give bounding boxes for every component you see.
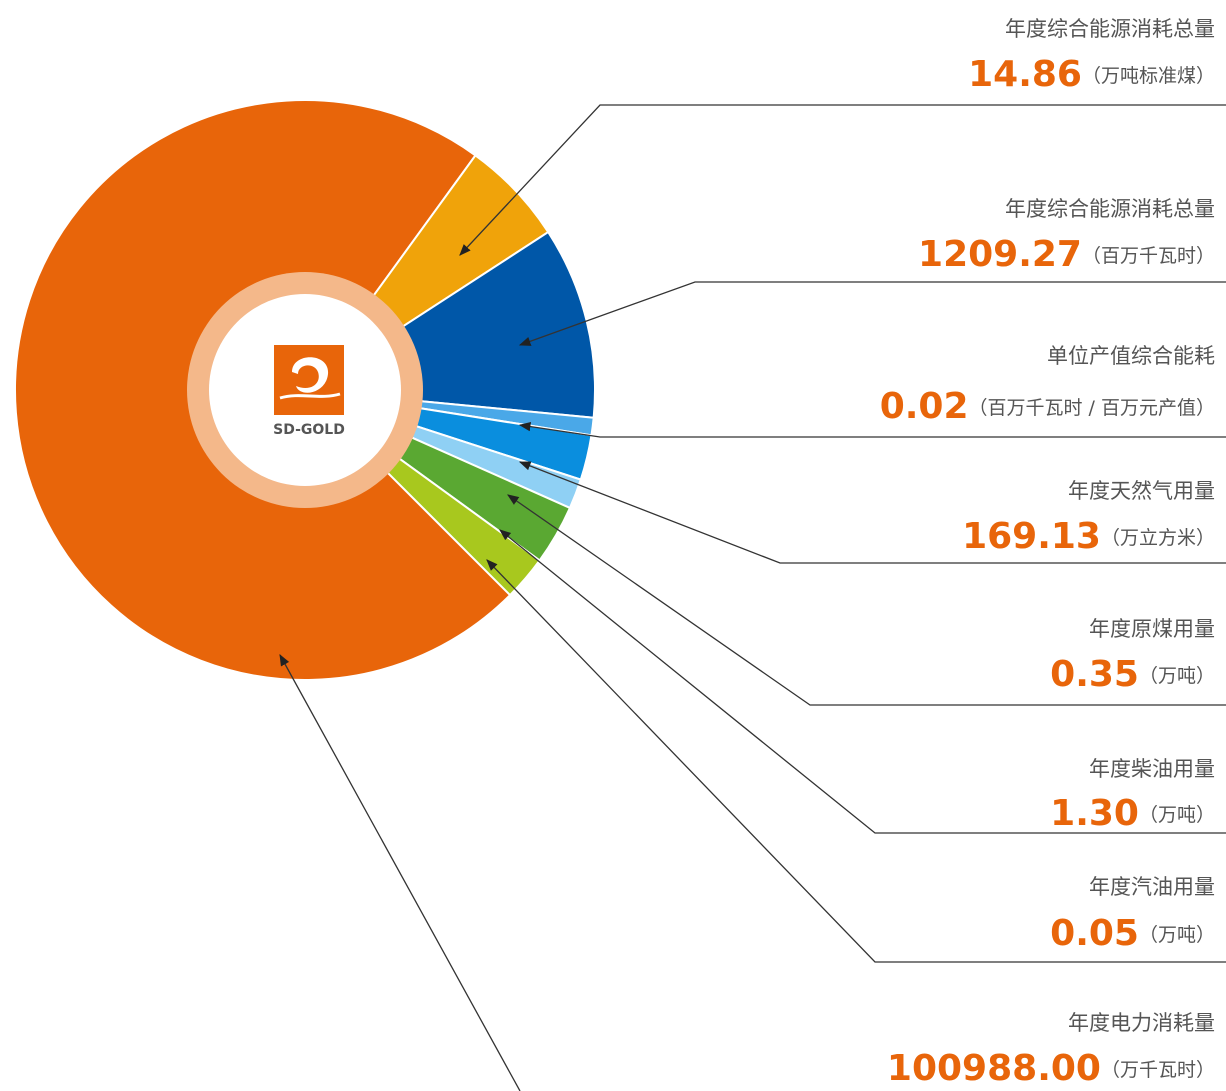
logo: SD-GOLD (273, 345, 345, 438)
leaders (279, 104, 1226, 1091)
item-value: 14.86 (968, 54, 1082, 95)
item-value-line: 0.02（百万千瓦时 / 百万元产值） (880, 386, 1215, 427)
item-label: 年度汽油用量 (1089, 875, 1215, 899)
item-label: 年度电力消耗量 (1068, 1011, 1215, 1035)
item-value-line: 0.35（万吨） (1050, 654, 1215, 695)
item-value-line: 14.86（万吨标准煤） (968, 54, 1215, 95)
donut (14, 99, 596, 681)
logo-swirl (292, 357, 329, 393)
item-unit: （百万千瓦时 / 百万元产值） (969, 397, 1215, 419)
item-unit: （万吨） (1139, 665, 1215, 687)
item-value-line: 100988.00（万千瓦时） (887, 1048, 1215, 1089)
item-value: 100988.00 (887, 1048, 1101, 1089)
item-label: 年度原煤用量 (1089, 617, 1215, 641)
leader (499, 529, 1226, 834)
labels: 年度综合能源消耗总量14.86（万吨标准煤）年度综合能源消耗总量1209.27（… (880, 17, 1215, 1089)
leader (507, 494, 1226, 706)
item-label: 年度综合能源消耗总量 (1005, 17, 1215, 41)
leader (518, 281, 1226, 346)
leader (486, 559, 1226, 963)
item-unit: （万吨） (1139, 804, 1215, 826)
item-label: 单位产值综合能耗 (1047, 344, 1215, 368)
item-value: 169.13 (962, 516, 1101, 557)
item-value: 0.35 (1050, 654, 1139, 695)
item-value: 1.30 (1050, 793, 1139, 834)
item-unit: （百万千瓦时） (1082, 245, 1215, 267)
item-label: 年度天然气用量 (1068, 479, 1215, 503)
leader (279, 653, 521, 1091)
item-value: 0.05 (1050, 913, 1139, 954)
leader (518, 461, 1226, 564)
item-label: 年度综合能源消耗总量 (1005, 197, 1215, 221)
item-value: 1209.27 (918, 234, 1082, 275)
item-value-line: 1.30（万吨） (1050, 793, 1215, 834)
item-unit: （万吨） (1139, 924, 1215, 946)
item-unit: （万千瓦时） (1101, 1059, 1215, 1081)
item-value-line: 1209.27（百万千瓦时） (918, 234, 1215, 275)
item-value-line: 0.05（万吨） (1050, 913, 1215, 954)
item-unit: （万吨标准煤） (1082, 65, 1215, 87)
item-value: 0.02 (880, 386, 969, 427)
leader (459, 104, 1226, 256)
logo-wave (279, 392, 341, 400)
item-unit: （万立方米） (1101, 527, 1215, 549)
item-label: 年度柴油用量 (1089, 757, 1215, 781)
logo-text: SD-GOLD (273, 422, 345, 438)
item-value-line: 169.13（万立方米） (962, 516, 1215, 557)
logo-square (274, 345, 344, 415)
leader (518, 421, 1226, 438)
